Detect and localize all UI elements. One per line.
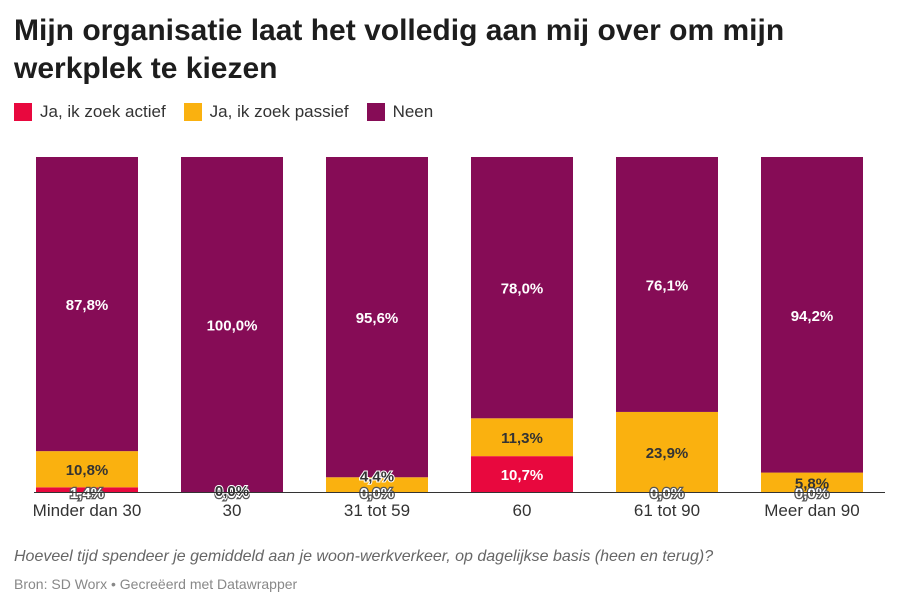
bar-segment-3-3 — [326, 157, 428, 478]
value-labels-group: 1,4%10,8%87,8%0,0%0,0%100,0%0,0%4,4%95,6… — [66, 277, 834, 503]
value-label-1-2: 0,0% — [215, 485, 249, 502]
bar-segment-1-1 — [36, 487, 138, 492]
value-label-3-6: 94,2% — [791, 308, 834, 325]
bar-segment-3-2 — [181, 157, 283, 492]
x-tick-label-3: 31 tot 59 — [344, 501, 410, 520]
value-label-3-4: 78,0% — [501, 281, 544, 298]
bar-segment-2-6 — [761, 472, 863, 492]
x-tick-label-5: 61 tot 90 — [634, 501, 700, 520]
value-label-1-4: 10,7% — [501, 467, 544, 484]
value-label-2-1: 10,8% — [66, 462, 109, 479]
value-label-3-5: 76,1% — [646, 277, 689, 294]
x-tick-labels-group: Minder dan 30 30 31 tot 59 60 61 tot 90 Meer … — [33, 501, 860, 520]
bar-segment-2-1 — [36, 451, 138, 488]
value-label-1-5: 0,0% — [650, 485, 684, 502]
value-label-1-1: 1,4% — [70, 485, 104, 502]
bar-segment-2-5 — [616, 411, 718, 492]
chart-subtitle: Hoeveel tijd spendeer je gemiddeld aan j… — [14, 548, 714, 565]
legend-item-active: Ja, ik zoek actief — [14, 102, 166, 122]
bar-segment-3-4 — [471, 157, 573, 419]
value-label-3-3: 95,6% — [356, 310, 399, 327]
x-tick-label-2: 30 — [223, 501, 242, 520]
bars-group — [36, 157, 863, 492]
legend-swatch-passive — [183, 103, 202, 121]
x-tick-label-4: 60 — [513, 501, 532, 520]
stacked-bar-chart: 1,4%10,8%87,8%0,0%0,0%100,0%0,0%4,4%95,6… — [33, 157, 885, 520]
value-label-2-3: 4,4% — [360, 468, 394, 485]
value-label-3-1: 87,8% — [66, 297, 109, 314]
value-label-3-2: 100,0% — [207, 318, 258, 335]
bar-segment-1-4 — [471, 456, 573, 492]
value-label-2-5: 23,9% — [646, 445, 689, 462]
bar-segment-3-1 — [36, 157, 138, 452]
legend-label-active: Ja, ik zoek actief — [40, 102, 166, 121]
value-label-2-6: 5,8% — [795, 475, 829, 492]
legend: Ja, ik zoek actief Ja, ik zoek passief N… — [14, 102, 433, 122]
value-label-2-4: 11,3% — [501, 430, 543, 447]
value-label-1-6: 0,0% — [795, 485, 829, 502]
legend-item-passive: Ja, ik zoek passief — [183, 102, 349, 122]
legend-label-passive: Ja, ik zoek passief — [209, 102, 349, 121]
legend-swatch-active — [14, 103, 32, 121]
legend-swatch-no — [366, 103, 385, 121]
chart-title: Mijn organisatie laat het volledig aan m… — [14, 14, 785, 85]
x-tick-label-1: Minder dan 30 — [33, 501, 142, 520]
x-tick-label-6: Meer dan 90 — [764, 501, 859, 520]
bar-segment-3-5 — [616, 157, 718, 412]
value-label-1-3: 0,0% — [360, 485, 394, 502]
bar-segment-3-6 — [761, 157, 863, 473]
bar-segment-2-4 — [471, 418, 573, 457]
source-footer: Bron: SD Worx • Gecreëerd met Datawrappe… — [14, 576, 298, 592]
legend-label-no: Neen — [392, 102, 434, 121]
value-label-2-2: 0,0% — [215, 483, 249, 500]
bar-segment-2-3 — [326, 477, 428, 492]
legend-item-no: Neen — [366, 102, 434, 122]
